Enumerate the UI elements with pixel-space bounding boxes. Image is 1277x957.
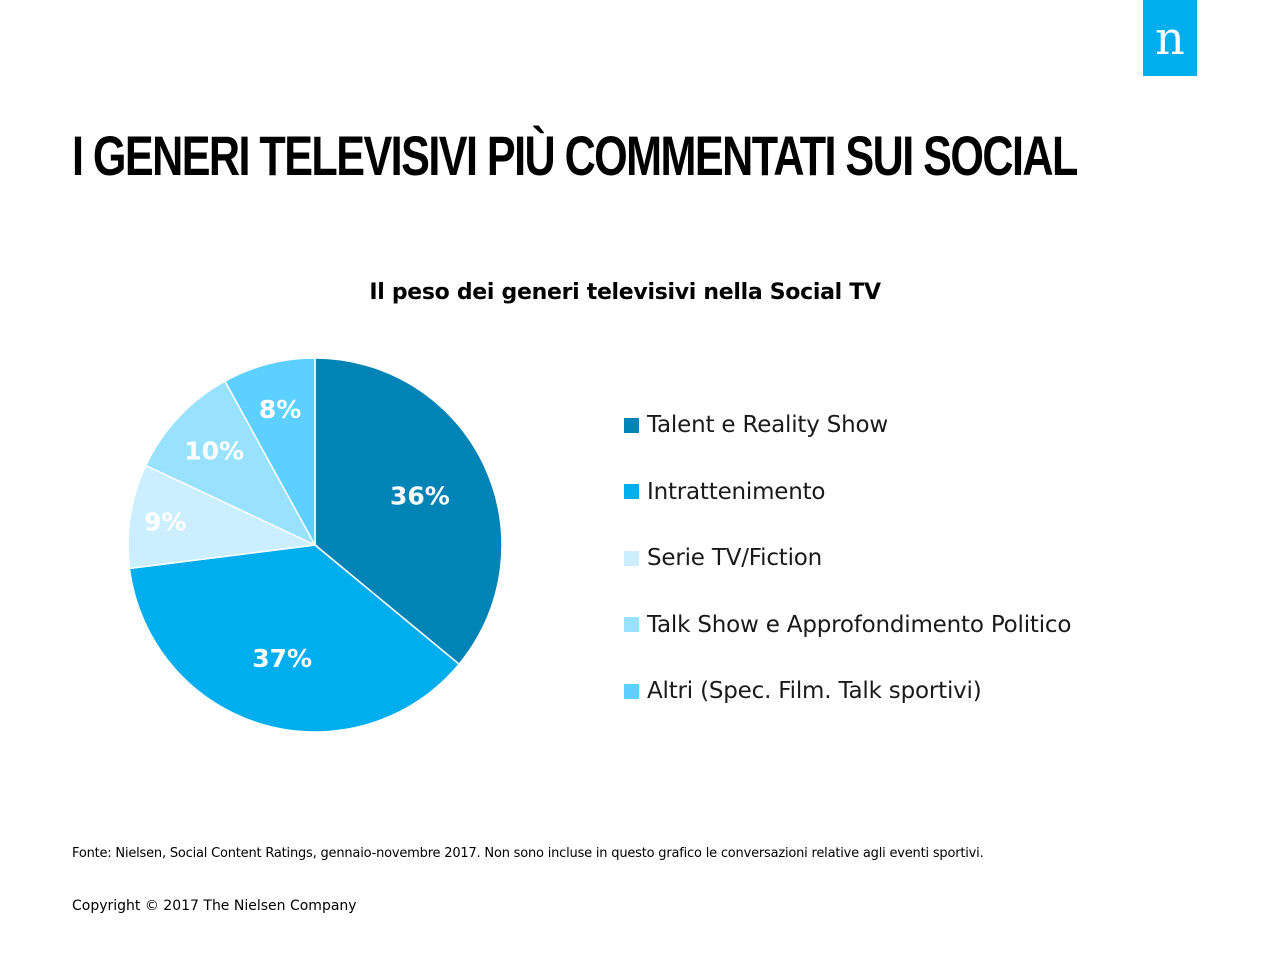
legend-swatch: [624, 550, 639, 566]
slice-data-label: 10%: [184, 436, 244, 465]
slice-data-label: 37%: [252, 644, 312, 673]
chart-title: Il peso dei generi televisivi nella Soci…: [369, 280, 881, 305]
legend-label: Serie TV/Fiction: [647, 545, 823, 572]
legend-swatch: [624, 683, 639, 699]
legend-swatch: [624, 617, 639, 633]
chart-legend: Talent e Reality Show Intrattenimento Se…: [624, 392, 1071, 725]
legend-label: Intrattenimento: [647, 478, 826, 505]
legend-item-intrattenimento: Intrattenimento: [624, 459, 1071, 526]
legend-swatch: [624, 417, 639, 433]
pie-slice: [127, 464, 318, 570]
pie-slice: [128, 544, 461, 733]
slice-data-label: 8%: [259, 395, 301, 424]
legend-item-altri: Altri (Spec. Film. Talk sportivi): [624, 658, 1071, 725]
copyright-note: Copyright © 2017 The Nielsen Company: [72, 898, 357, 914]
legend-swatch: [624, 484, 639, 500]
nielsen-logo: n: [1143, 0, 1197, 76]
source-note: Fonte: Nielsen, Social Content Ratings, …: [72, 846, 984, 861]
legend-item-talent: Talent e Reality Show: [624, 392, 1071, 459]
legend-item-serie-tv: Serie TV/Fiction: [624, 525, 1071, 592]
slice-data-label: 9%: [144, 507, 186, 536]
slice-data-label: 36%: [390, 482, 450, 511]
legend-label: Talk Show e Approfondimento Politico: [647, 611, 1072, 638]
legend-item-talk-show: Talk Show e Approfondimento Politico: [624, 592, 1071, 659]
pie-slice: [314, 357, 503, 666]
legend-label: Altri (Spec. Film. Talk sportivi): [647, 678, 982, 705]
legend-label: Talent e Reality Show: [647, 412, 889, 439]
pie-slice: [144, 380, 317, 547]
pie-slice: [223, 357, 316, 546]
